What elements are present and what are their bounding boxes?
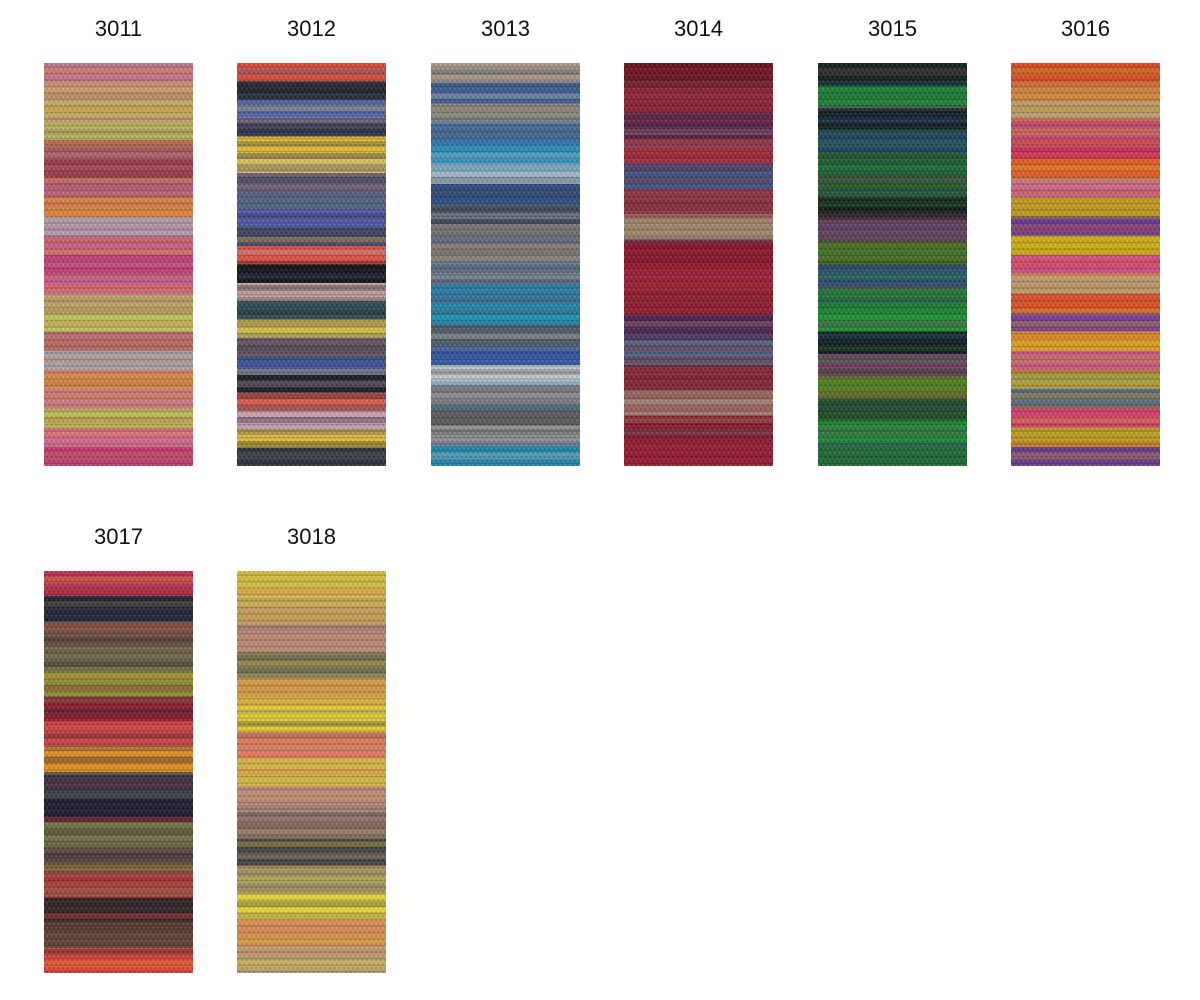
color-code-label: 3017 [94, 524, 143, 549]
color-code-label: 3011 [94, 16, 143, 41]
yarn-swatch-image[interactable] [237, 571, 386, 973]
color-code-label: 3016 [1061, 16, 1110, 41]
yarn-swatch-image[interactable] [818, 63, 967, 466]
yarn-swatch-image[interactable] [1011, 63, 1160, 466]
color-code-label: 3015 [868, 16, 917, 41]
yarn-swatch-image[interactable] [431, 63, 580, 466]
color-code-label: 3014 [674, 16, 723, 41]
color-code-label: 3012 [287, 16, 336, 41]
yarn-swatch-image[interactable] [624, 63, 773, 466]
yarn-swatch-image[interactable] [44, 63, 193, 466]
yarn-swatch-image[interactable] [44, 571, 193, 973]
yarn-swatch-image[interactable] [237, 63, 386, 466]
color-code-label: 3013 [481, 16, 530, 41]
color-code-label: 3018 [287, 524, 336, 549]
